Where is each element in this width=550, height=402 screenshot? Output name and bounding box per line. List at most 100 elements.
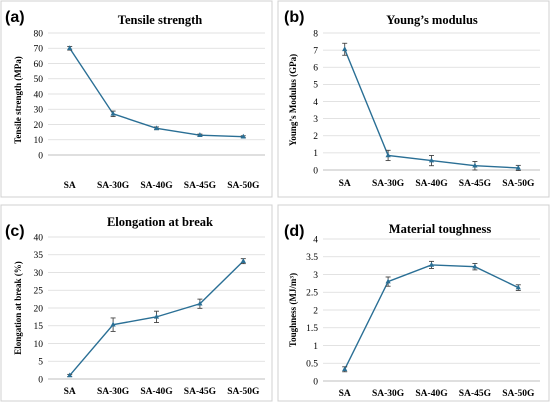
data-point-marker xyxy=(515,284,521,290)
data-point-marker xyxy=(515,164,521,170)
y-tick-label: 1.5 xyxy=(306,324,318,334)
series-line xyxy=(344,264,519,370)
y-tick-label: 0 xyxy=(38,375,43,385)
y-tick-label: 3.5 xyxy=(306,253,318,263)
y-tick-label: 0.5 xyxy=(306,360,318,370)
y-tick-label: 7 xyxy=(313,46,318,56)
y-tick-label: 30 xyxy=(34,269,44,279)
y-tick-label: 5 xyxy=(38,358,43,368)
y-tick-label: 10 xyxy=(34,136,44,146)
y-tick-label: 6 xyxy=(313,64,318,74)
data-point-marker xyxy=(385,278,391,284)
panel-frame xyxy=(277,0,550,198)
y-tick-label: 80 xyxy=(34,29,44,39)
panel-label: (c) xyxy=(5,223,25,240)
x-tick-label: SA-30G xyxy=(372,389,405,399)
x-tick-label: SA xyxy=(64,181,76,191)
y-tick-label: 30 xyxy=(34,106,44,116)
chart-title: Young’s modulus xyxy=(386,13,478,27)
data-point-marker xyxy=(153,125,160,131)
y-tick-label: 0 xyxy=(313,166,318,176)
y-axis-label: Toughness (MJ/m³) xyxy=(288,273,298,347)
data-point-marker xyxy=(110,321,116,327)
x-tick-label: SA xyxy=(339,179,351,189)
chart-title: Elongation at break xyxy=(107,215,213,229)
plot-area: 0 5 10 15 20 25 30 35 40 SA SA-30G SA-40G SA-45G SA-5… xyxy=(34,233,265,397)
x-tick-label: SA-45G xyxy=(459,179,492,189)
data-point-marker xyxy=(110,110,116,116)
y-tick-label: 20 xyxy=(34,121,44,131)
y-tick-label: 50 xyxy=(34,75,44,85)
y-tick-label: 3 xyxy=(313,271,318,281)
x-tick-label: SA-45G xyxy=(459,389,492,399)
y-tick-label: 40 xyxy=(34,90,44,100)
data-point-marker xyxy=(67,45,73,51)
x-tick-label: SA-40G xyxy=(140,181,173,191)
data-point-marker xyxy=(197,300,203,306)
data-point-marker xyxy=(67,372,73,378)
y-axis-label: Tensile strength (MPa) xyxy=(13,56,23,144)
panel-frame xyxy=(0,204,273,402)
data-point-marker xyxy=(385,152,391,158)
data-point-marker xyxy=(240,258,246,263)
plot-area: 0 10 20 30 40 50 60 70 80 SA SA-30G SA-40G SA-45G SA-… xyxy=(34,29,265,191)
x-tick-label: SA-45G xyxy=(184,181,217,191)
y-tick-label: 2.5 xyxy=(306,289,318,299)
y-axis-label: Elongation at break (%) xyxy=(13,261,23,355)
y-tick-label: 60 xyxy=(34,60,44,70)
data-point-marker xyxy=(342,46,348,52)
x-tick-label: SA-50G xyxy=(502,389,535,399)
y-tick-label: 2 xyxy=(313,132,318,142)
y-tick-label: 10 xyxy=(34,340,44,350)
y-tick-label: 20 xyxy=(34,304,44,314)
y-tick-label: 2 xyxy=(313,306,318,316)
y-tick-label: 5 xyxy=(313,81,318,91)
data-point-marker xyxy=(428,157,435,163)
x-tick-label: SA-50G xyxy=(227,181,260,191)
x-tick-label: SA-40G xyxy=(140,387,173,397)
y-tick-label: 0 xyxy=(313,377,318,387)
data-point-marker xyxy=(472,162,478,168)
y-tick-label: 0 xyxy=(38,151,43,161)
panel-d: (d) Material toughness Toughness (MJ/m³)… xyxy=(277,204,550,402)
data-point-marker xyxy=(472,263,478,269)
y-tick-label: 1 xyxy=(313,342,318,352)
y-tick-label: 3 xyxy=(313,115,318,125)
data-point-marker xyxy=(197,132,203,137)
data-point-marker xyxy=(342,366,348,372)
x-tick-label: SA-30G xyxy=(372,179,405,189)
y-axis-label: Young’s Modulus (GPa) xyxy=(288,54,298,146)
data-point-marker xyxy=(240,133,246,139)
y-tick-label: 15 xyxy=(34,322,44,332)
panel-label: (b) xyxy=(284,9,304,26)
data-point-marker xyxy=(428,261,435,267)
panel-frame xyxy=(277,204,550,402)
plot-area: 0 1 2 3 4 5 6 7 8 SA SA-30G SA-40G SA-45G SA-50G xyxy=(313,29,540,189)
plot-area: 0 0.5 1 1.5 2 2.5 3 3.5 4 SA SA-30G SA-40G SA-45G SA-… xyxy=(306,235,540,399)
x-tick-label: SA xyxy=(339,389,351,399)
y-tick-label: 70 xyxy=(34,45,44,55)
x-tick-label: SA-50G xyxy=(502,179,535,189)
panel-c: (c) Elongation at break Elongation at br… xyxy=(0,204,273,402)
x-tick-label: SA-45G xyxy=(184,387,217,397)
panel-a: (a) Tensile strength Tensile strength (M… xyxy=(0,0,273,198)
chart-title: Material toughness xyxy=(389,222,492,236)
panel-label: (d) xyxy=(284,223,304,240)
panel-label: (a) xyxy=(5,9,25,26)
x-tick-label: SA-30G xyxy=(97,387,130,397)
x-tick-label: SA-30G xyxy=(97,181,130,191)
x-tick-label: SA-40G xyxy=(415,179,448,189)
series-line xyxy=(69,47,244,138)
panel-b: (b) Young’s modulus Young’s Modulus (GPa… xyxy=(277,0,550,198)
chart-title: Tensile strength xyxy=(118,13,202,27)
y-tick-label: 40 xyxy=(34,233,44,243)
y-tick-label: 4 xyxy=(313,235,318,245)
x-tick-label: SA-40G xyxy=(415,389,448,399)
data-point-marker xyxy=(153,313,160,319)
y-tick-label: 35 xyxy=(34,251,44,261)
x-tick-label: SA-50G xyxy=(227,387,260,397)
y-tick-label: 8 xyxy=(313,29,318,39)
y-tick-label: 4 xyxy=(313,98,318,108)
y-tick-label: 25 xyxy=(34,287,44,297)
